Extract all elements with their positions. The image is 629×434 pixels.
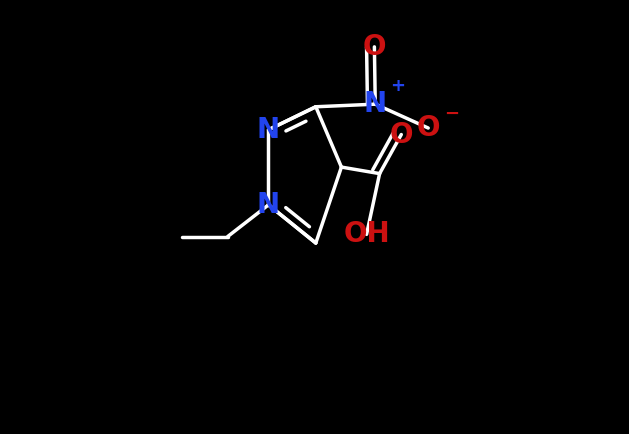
Text: +: + (391, 77, 405, 95)
Text: −: − (445, 105, 460, 123)
Text: N: N (364, 90, 387, 118)
Text: O: O (363, 33, 386, 61)
Text: O: O (416, 114, 440, 142)
Text: N: N (257, 116, 280, 144)
Text: N: N (257, 191, 280, 219)
Text: O: O (389, 121, 413, 148)
Text: OH: OH (343, 220, 390, 248)
